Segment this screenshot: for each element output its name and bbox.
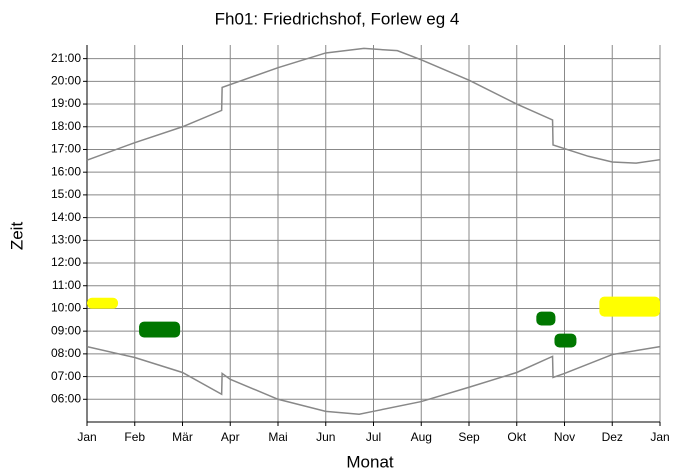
shadow-period <box>554 333 577 348</box>
x-tick-label: Dez <box>602 430 623 444</box>
x-tick-label: Feb <box>124 430 145 444</box>
y-tick-label: 13:00 <box>51 232 81 246</box>
x-tick-label: Jun <box>316 430 335 444</box>
y-tick-label: 16:00 <box>51 164 81 178</box>
y-tick-label: 09:00 <box>51 323 81 337</box>
chart-title: Fh01: Friedrichshof, Forlew eg 4 <box>215 9 460 28</box>
y-tick-label: 14:00 <box>51 210 81 224</box>
x-axis-label: Monat <box>346 452 394 471</box>
shadow-period <box>536 311 556 326</box>
x-tick-label: Jul <box>366 430 381 444</box>
y-tick-label: 08:00 <box>51 346 81 360</box>
x-tick-label: Sep <box>458 430 480 444</box>
y-tick-label: 11:00 <box>52 278 81 292</box>
y-tick-label: 19:00 <box>51 96 81 110</box>
y-tick-label: 18:00 <box>51 119 81 133</box>
shadow-period <box>599 296 660 317</box>
y-tick-label: 21:00 <box>51 51 81 65</box>
x-tick-label: Mär <box>172 430 193 444</box>
y-tick-label: 17:00 <box>51 142 81 156</box>
x-tick-label: Apr <box>221 430 240 444</box>
y-tick-label: 20:00 <box>51 74 81 88</box>
y-tick-label: 12:00 <box>51 255 81 269</box>
x-tick-label: Okt <box>507 430 526 444</box>
x-tick-label: Jan <box>77 430 96 444</box>
x-tick-label: Mai <box>268 430 287 444</box>
line <box>86 47 661 164</box>
shadow-period <box>87 297 119 309</box>
x-tick-label: Nov <box>554 430 575 444</box>
y-tick-label: 06:00 <box>51 391 81 405</box>
y-axis-label: Zeit <box>7 222 26 251</box>
shadow-period <box>139 321 181 338</box>
y-tick-label: 07:00 <box>51 369 81 383</box>
x-tick-label: Jan <box>650 430 669 444</box>
y-tick-label: 15:00 <box>51 187 81 201</box>
y-tick-label: 10:00 <box>51 301 81 315</box>
line <box>86 345 661 416</box>
x-tick-label: Aug <box>411 430 432 444</box>
